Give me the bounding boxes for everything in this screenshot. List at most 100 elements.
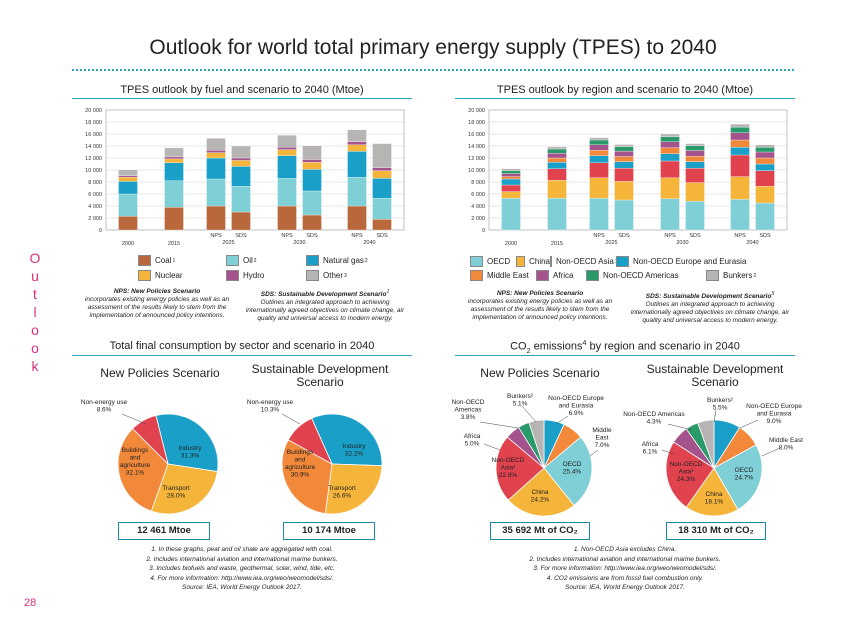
legend-label: Nuclear [155,271,183,280]
pie-slice [132,415,169,466]
y-tick-label: 2 000 [88,216,102,222]
sds-note: SDS: Sustainable Development Scenario1 O… [240,288,410,323]
bar-segment [589,177,609,199]
bar-segment [277,155,297,179]
bar-segment [685,201,705,231]
y-tick-label: 4 000 [471,204,485,210]
pie-slice [713,444,763,511]
sds-note-text: Outlines an integrated approach to achie… [630,301,790,325]
legend-swatch [306,255,319,266]
legend-item: Natural gas 2 [306,254,396,267]
legend-label: OECD [487,257,511,266]
bar-segment [589,150,609,156]
leader-line [661,449,675,455]
pie-slice [287,417,333,465]
pie-slice [155,413,219,473]
slice-label: Bunkers² 5.5% [707,397,734,412]
bar-segment [302,159,322,163]
y-tick-label: 10 000 [85,168,102,174]
bar-segment [660,136,680,142]
co2-title-b: emissions [530,340,583,353]
legend-label: Bunkers [723,271,753,280]
side-label-letter: k [31,358,39,374]
legend-label: Non-OECD Asia [556,257,614,266]
leader-line [121,413,147,425]
legend-label: Other [323,271,344,280]
bar-segment [614,146,634,152]
x-group-label: 2000 [505,241,517,247]
legend-item: Bunkers 2 [706,270,776,281]
x-group-label: 2030 [293,240,305,246]
bar-segment [347,141,367,145]
bar-segment [372,170,392,179]
bar-segment [660,147,680,154]
x-group-label: 2040 [363,240,375,246]
legend-sup: 2 [253,257,257,264]
bar-segment [347,129,367,142]
y-tick-label: 12 000 [85,156,102,162]
bar-segment [755,170,775,187]
bar-segment [372,219,392,231]
legend-sup: 2 [753,272,757,279]
bar-segment [755,202,775,231]
pie-slice [665,441,715,508]
slice-label: Africa 5.0% [464,433,481,448]
y-tick-label: 12 000 [468,156,485,162]
slice-label: Non-OECD Asia¹ 22.8% [492,457,525,479]
legend-label: Middle East [487,271,529,280]
bar-segment [302,190,322,216]
section-divider [72,355,412,356]
nps-note-text: incorporates existing energy policies as… [467,298,613,321]
y-tick-label: 20 000 [468,108,485,114]
bar-segment [730,147,750,156]
bar-segment [614,150,634,157]
bar-segment [589,162,609,178]
bar-segment [501,173,521,177]
sds-note-sup: 5 [771,291,775,297]
slice-label: Non-energy use 10.3% [247,399,294,414]
section-divider [455,355,795,356]
bar-segment [685,145,705,151]
bar-segment [730,199,750,231]
side-label-letter: l [33,304,37,320]
co2-title-sup: 4 [582,340,587,347]
section-divider [455,98,795,99]
footnote: 1. Non-OECD Asia excludes China. [573,546,677,553]
sds-note-sup: 1 [386,289,390,295]
legend-swatch [470,270,483,281]
bar-segment [164,158,184,163]
pie-slice [117,428,169,512]
bar-segment [614,161,634,169]
tpes-fuel-title: TPES outlook by fuel and scenario to 204… [120,84,364,96]
pie-slice [281,439,333,515]
co2-title-a: CO [510,340,527,353]
bar-segment [547,146,567,150]
bar-segment [206,138,226,151]
bar-segment [302,169,322,192]
bar-segment [660,177,680,199]
x-tick-label: SDS [235,233,247,239]
y-tick-label: 10 000 [468,168,485,174]
y-tick-label: 18 000 [468,120,485,126]
y-tick-label: 18 000 [85,120,102,126]
bar-segment [614,156,634,162]
leader-line [521,405,537,423]
bar-segment [660,141,680,148]
bar-segment [118,175,138,178]
pie-slice [528,419,545,469]
footnote: 1. In these graphs, peat and oil shale a… [151,546,333,553]
bar-segment [614,181,634,201]
bar-segment [206,178,226,207]
page-number: 28 [24,597,37,609]
bar-segment [118,181,138,195]
bar-segment [547,162,567,169]
fuel-legend: Coal 1 Oil 2 Natural gas 2 Nuclear Hydro Other 3 [138,254,398,282]
slice-label: Non-OECD Asia¹ 24.3% [670,461,703,483]
bar-segment [755,144,775,148]
bar-segment [755,147,775,153]
bar-segment [372,198,392,220]
slice-label: OECD 24.7% [735,467,754,482]
legend-swatch [138,255,151,266]
slice-label: Non-OECD Europe and Eurasia 6.9% [548,395,604,417]
legend-item: OECD [470,256,516,267]
